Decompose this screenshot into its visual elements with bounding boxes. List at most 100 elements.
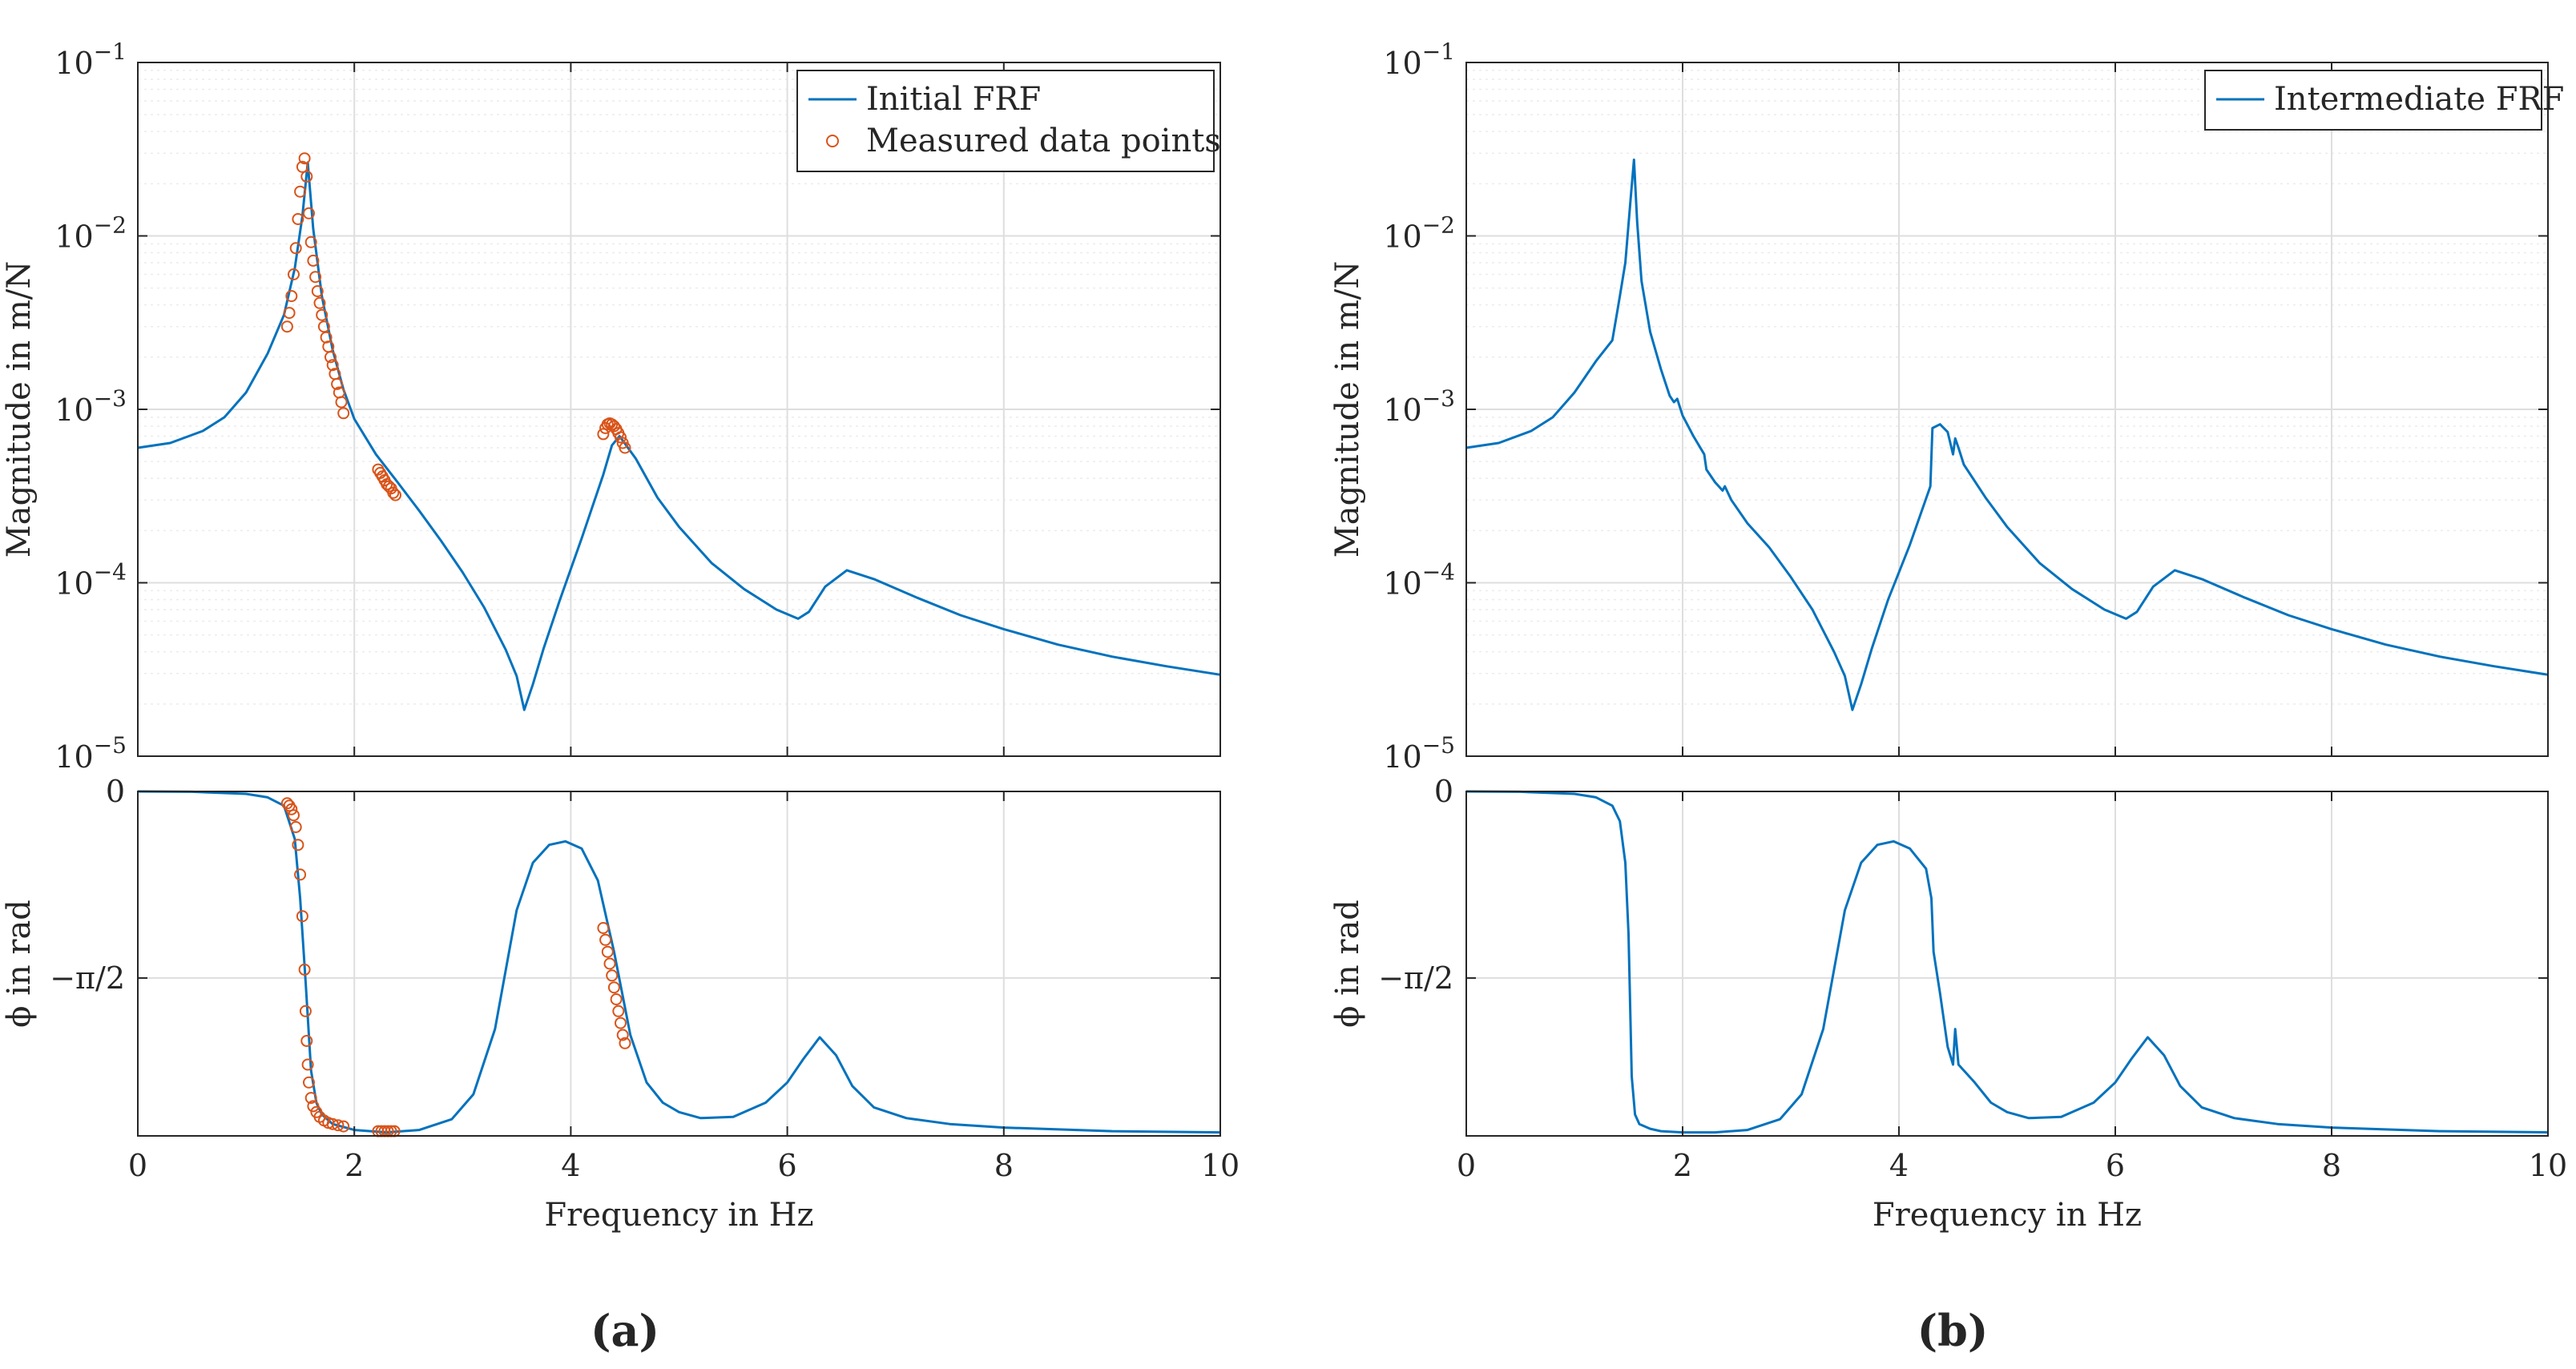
y-tick-label: 10−1: [1383, 38, 1455, 81]
data-point: [288, 809, 300, 822]
x-axis-label: Frequency in Hz: [544, 1197, 813, 1234]
data-point: [283, 307, 296, 320]
x-tick-label: 2: [345, 1148, 364, 1183]
series-line-intermediate-frf: [1465, 790, 2549, 1134]
data-point: [615, 431, 627, 444]
y-tick-label: 10−3: [54, 385, 127, 428]
data-point: [599, 933, 612, 946]
scatter-series-measured: [280, 797, 631, 1137]
y-tick-label: 10−1: [54, 38, 127, 81]
data-point: [292, 213, 304, 225]
y-tick-label: 0: [106, 774, 125, 809]
x-tick-label: 6: [778, 1148, 797, 1183]
scatter-series-measured: [280, 152, 631, 501]
data-point: [289, 821, 302, 833]
panel-a-label: (a): [591, 1305, 659, 1356]
data-point: [301, 1058, 314, 1071]
y-tick-label: 10−2: [1383, 212, 1455, 255]
data-point: [307, 1100, 320, 1113]
panel-b-label: (b): [1917, 1305, 1989, 1356]
y-tick-label: −π/2: [1378, 960, 1453, 996]
series-line-intermediate-frf: [1465, 158, 2549, 711]
data-point: [298, 152, 311, 165]
y-tick-label: 10−2: [54, 212, 127, 255]
y-tick-label: 10−5: [54, 732, 127, 775]
data-point: [607, 981, 620, 994]
data-point: [316, 308, 329, 321]
data-point: [307, 254, 320, 267]
data-point: [325, 351, 337, 364]
data-point: [337, 1120, 350, 1133]
y-tick-label: 10−3: [1383, 385, 1455, 428]
legend-marker-swatch: [826, 135, 839, 147]
data-point: [303, 1076, 315, 1089]
data-point: [331, 377, 344, 390]
data-point: [285, 803, 298, 815]
x-tick-label: 4: [561, 1148, 580, 1183]
x-tick-label: 4: [1889, 1148, 1909, 1183]
y-axis-label: Magnitude in m/N: [1329, 261, 1366, 558]
legend-entry: Initial FRF: [866, 81, 1041, 118]
data-point: [612, 1005, 625, 1017]
data-point: [332, 1119, 345, 1132]
data-point: [337, 407, 350, 420]
data-point: [285, 290, 298, 303]
x-tick-label: 0: [1457, 1148, 1476, 1183]
x-tick-label: 2: [1673, 1148, 1692, 1183]
y-tick-label: 0: [1434, 774, 1453, 809]
legend-entry: Intermediate FRF: [2274, 81, 2564, 118]
y-axis-label: Magnitude in m/N: [1, 261, 38, 558]
data-point: [303, 207, 315, 219]
data-point: [606, 969, 619, 982]
data-point: [298, 963, 311, 976]
x-tick-label: 10: [1201, 1148, 1240, 1183]
panel-b-magnitude-chart: 10−5 10−4 10−3 10−2 10−1 Magnitude in m/N Inte…: [1329, 38, 2564, 775]
data-point: [616, 1029, 629, 1041]
axes-frame: [1465, 791, 2549, 1137]
data-point: [387, 486, 400, 499]
y-tick-label: 10−5: [1383, 732, 1455, 775]
x-tick-label: 10: [2529, 1148, 2567, 1183]
plot-area: [1466, 791, 2548, 1136]
x-tick-label: 0: [128, 1148, 147, 1183]
data-point: [389, 489, 401, 501]
data-point: [296, 160, 308, 173]
data-point: [280, 320, 293, 333]
data-point: [296, 910, 308, 923]
data-point: [326, 359, 339, 372]
y-axis-label: ϕ in rad: [1329, 900, 1366, 1028]
data-point: [317, 320, 330, 333]
data-point: [311, 285, 324, 297]
panel-b-phase-chart: 0 −π/2 ϕ in rad 0 2 4 6 8 10 Frequency in Hz: [1329, 774, 2567, 1234]
data-point: [597, 922, 610, 934]
data-point: [335, 396, 348, 409]
legend: Initial FRF Measured data points: [796, 70, 1221, 172]
y-tick-label: 10−4: [1383, 559, 1455, 602]
data-point: [300, 170, 313, 183]
data-point: [601, 945, 614, 958]
data-point: [289, 242, 302, 255]
data-point: [300, 1034, 313, 1047]
data-point: [326, 1117, 339, 1130]
data-point: [603, 957, 616, 970]
data-point: [299, 1005, 312, 1017]
plot-area: [138, 791, 1220, 1136]
y-tick-label: −π/2: [50, 960, 125, 996]
data-point: [294, 185, 307, 198]
data-point: [294, 868, 307, 881]
data-point: [304, 1092, 317, 1105]
x-tick-label: 8: [994, 1148, 1014, 1183]
data-point: [610, 993, 623, 1005]
data-point: [304, 236, 317, 248]
data-point: [292, 839, 304, 852]
axes-frame: [137, 791, 1221, 1137]
legend: Intermediate FRF: [2204, 70, 2564, 131]
data-point: [597, 428, 610, 441]
legend-box: [796, 70, 1215, 172]
series-line-initial-frf: [137, 790, 1221, 1134]
data-point: [619, 441, 631, 454]
y-tick-label: 10−4: [54, 559, 127, 602]
legend-entry: Measured data points: [866, 123, 1221, 159]
x-axis-label: Frequency in Hz: [1873, 1197, 2142, 1234]
